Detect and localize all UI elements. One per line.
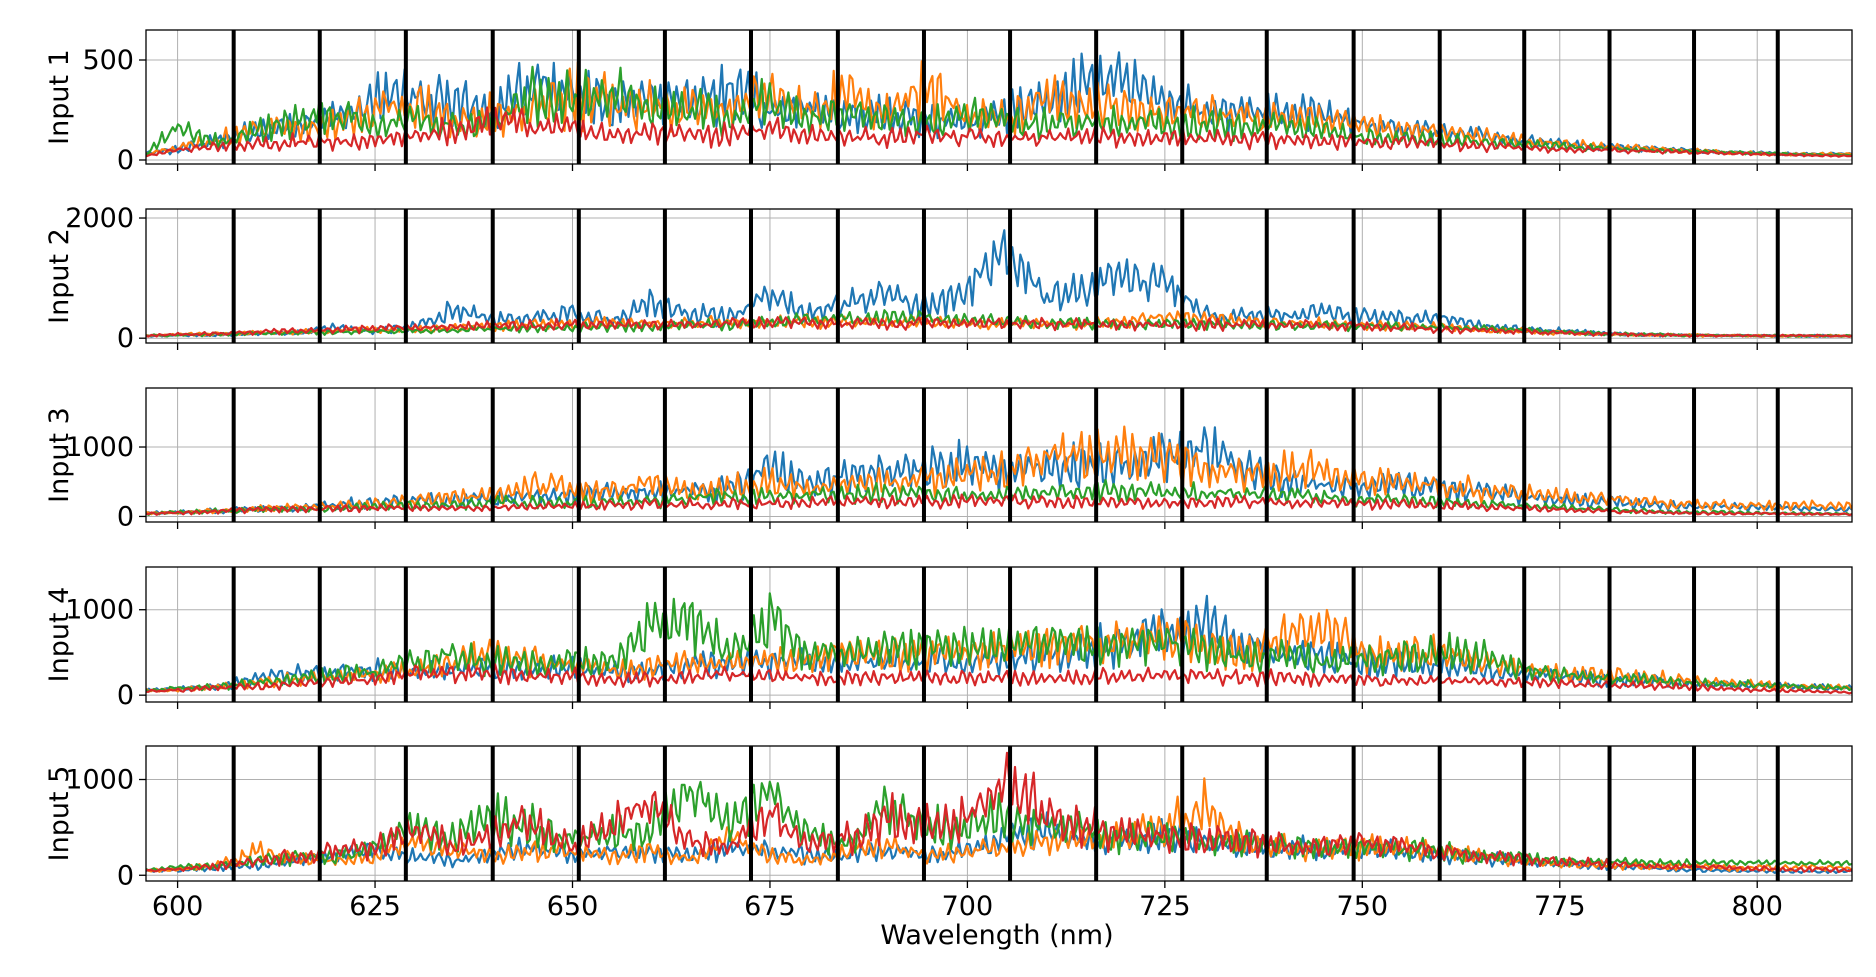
y-axis-label: Input 5: [44, 766, 75, 862]
series-line-4: [146, 106, 1852, 158]
y-tick-label: 1000: [65, 765, 134, 796]
x-tick-label: 600: [152, 891, 204, 922]
x-tick-label: 800: [1731, 891, 1783, 922]
y-tick-label: 1000: [65, 595, 134, 626]
series-line-4: [146, 751, 1852, 874]
x-tick-label: 650: [547, 891, 599, 922]
panel-frame: [145, 208, 1853, 344]
series-line-4: [146, 663, 1852, 695]
x-tick-label: 750: [1337, 891, 1389, 922]
series-group: [146, 425, 1852, 517]
y-tick-label: 1000: [65, 432, 134, 463]
panel-frame: [145, 745, 1853, 882]
series-line-4: [146, 493, 1852, 517]
series-line-4: [146, 316, 1852, 338]
series-group: [146, 592, 1852, 695]
y-tick-label: 2000: [65, 203, 134, 234]
y-tick-label: 0: [117, 323, 134, 354]
y-axis-label: Input 4: [44, 587, 75, 683]
y-axis-label: Input 3: [44, 407, 75, 503]
y-tick-label: 500: [82, 45, 134, 76]
panel-5: 0 1000 600 625 650 675 700 725 750 775 800 Input 5: [44, 745, 1853, 922]
series-line-2: [146, 60, 1852, 157]
y-tick-label: 0: [117, 501, 134, 532]
x-tick-label: 725: [1139, 891, 1191, 922]
x-tick-label: 775: [1534, 891, 1586, 922]
panel-frame: [145, 387, 1853, 523]
series-line-3: [146, 592, 1852, 693]
series-line-1: [146, 229, 1852, 338]
series-line-3: [146, 780, 1852, 872]
panel-frame: [145, 29, 1853, 165]
y-axis-label: Input 2: [44, 228, 75, 324]
x-tick-label: 625: [349, 891, 401, 922]
series-group: [146, 51, 1852, 158]
x-tick-label: 675: [744, 891, 796, 922]
series-line-2: [146, 425, 1852, 516]
y-axis-label: Input 1: [44, 49, 75, 145]
y-tick-label: 0: [117, 860, 134, 891]
series-group: [146, 229, 1852, 338]
panel-frame: [145, 566, 1853, 703]
series-group: [146, 751, 1852, 875]
x-tick-label: 700: [942, 891, 994, 922]
y-tick-label: 0: [117, 680, 134, 711]
y-tick-label: 0: [117, 145, 134, 176]
x-axis-label: Wavelength (nm): [880, 920, 1113, 951]
